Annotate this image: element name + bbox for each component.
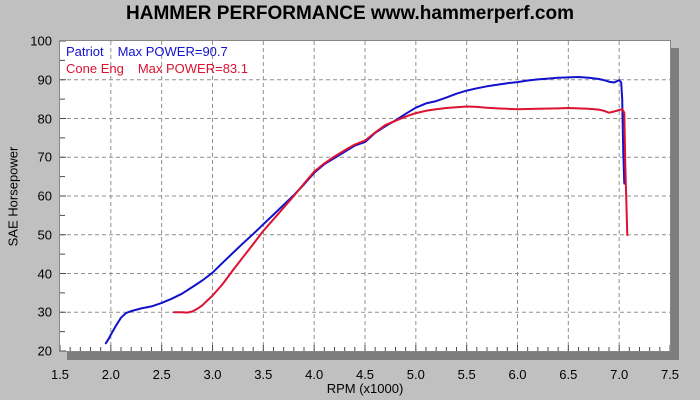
x-tick-label: 2.5 <box>152 367 171 382</box>
legend-series-name: Cone Eng <box>66 61 124 76</box>
x-axis-title: RPM (x1000) <box>326 381 404 396</box>
legend-series-name: Patriot <box>66 44 104 59</box>
legend-max-power: Max POWER=90.7 <box>117 44 228 59</box>
x-tick-label: 4.0 <box>305 367 324 382</box>
legend-item-cone-eng: Cone Eng Max POWER=83.1 <box>66 60 248 77</box>
y-tick-label: 70 <box>37 149 52 165</box>
y-tick-label: 80 <box>37 111 52 126</box>
x-tick-label: 7.5 <box>660 367 680 382</box>
y-tick-label: 30 <box>37 304 52 320</box>
legend: Patriot Max POWER=90.7 Cone Eng Max POWER=… <box>66 43 248 77</box>
x-tick-label: 5.0 <box>406 367 425 382</box>
x-tick-label: 3.5 <box>254 367 273 382</box>
y-axis-title: SAE Horsepower <box>5 146 21 247</box>
plot-area: Patriot Max POWER=90.7 Cone Eng Max POWER=… <box>59 40 671 352</box>
x-tick-label: 5.5 <box>457 367 476 382</box>
x-tick-label: 6.0 <box>508 367 527 382</box>
chart-title: HAMMER PERFORMANCE www.hammerperf.com <box>126 3 574 24</box>
y-tick-label: 100 <box>30 33 52 49</box>
legend-item-patriot: Patriot Max POWER=90.7 <box>66 43 248 60</box>
y-tick-label: 60 <box>37 188 52 204</box>
x-tick-label: 3.0 <box>203 367 222 382</box>
x-tick-label: 4.5 <box>355 367 375 382</box>
x-tick-label: 2.0 <box>101 367 120 382</box>
x-tick-label: 7.0 <box>610 367 629 382</box>
y-tick-label: 40 <box>37 266 52 281</box>
x-tick-label: 1.5 <box>50 367 70 382</box>
y-tick-label: 50 <box>37 227 52 243</box>
y-tick-label: 20 <box>37 343 52 359</box>
plot-svg <box>60 41 670 351</box>
legend-max-power: Max POWER=83.1 <box>137 61 249 76</box>
y-tick-label: 90 <box>37 72 52 88</box>
x-tick-label: 6.5 <box>559 367 578 382</box>
